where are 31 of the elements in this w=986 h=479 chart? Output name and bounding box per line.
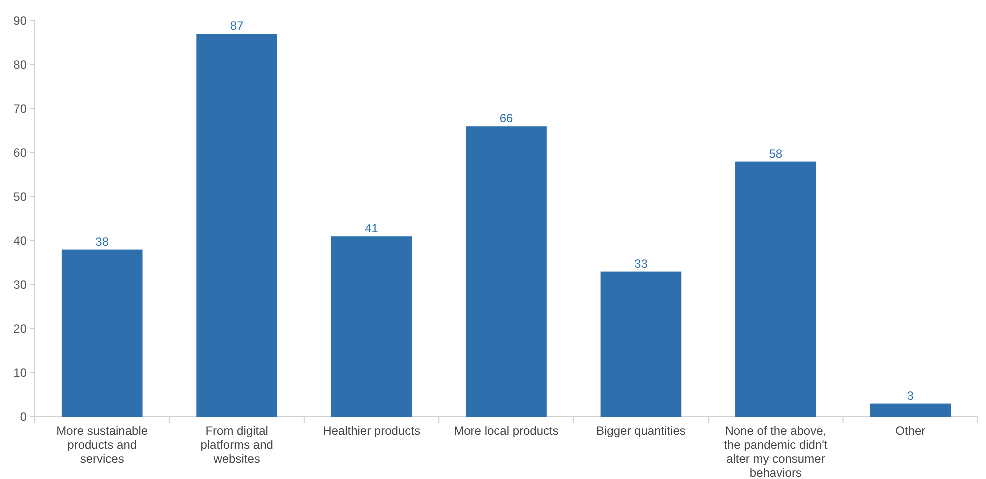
x-tick-label: None of the above, the pandemic didn't alter my consumer behaviors (724, 424, 828, 479)
y-tick-label: 40 (14, 234, 28, 248)
bar (600, 272, 682, 417)
y-tick-label: 10 (14, 366, 28, 380)
data-label: 41 (365, 222, 379, 236)
bar (331, 236, 412, 417)
y-tick-label: 30 (14, 278, 28, 292)
data-label: 33 (634, 256, 648, 271)
bar (62, 250, 143, 417)
data-label: 58 (769, 146, 783, 161)
x-tick-label: More sustainable products and services (56, 424, 148, 466)
x-tick-label: Healthier products (323, 424, 420, 438)
x-tick-label: Other (896, 424, 926, 438)
bar (736, 162, 816, 417)
x-tick-label: From digital platforms and websites (200, 424, 274, 466)
bar (466, 126, 547, 417)
y-tick-label: 70 (14, 102, 28, 116)
y-tick-label: 20 (14, 322, 28, 336)
bar (196, 34, 278, 417)
y-tick-label: 80 (14, 58, 28, 72)
data-label: 66 (500, 112, 514, 126)
bar (870, 404, 952, 417)
data-label: 38 (96, 234, 110, 249)
data-label: 3 (907, 388, 914, 403)
x-tick-label: Bigger quantities (596, 424, 686, 438)
y-tick-label: 60 (14, 146, 28, 160)
y-tick-label: 90 (14, 14, 28, 28)
y-tick-label: 50 (14, 190, 28, 204)
data-label: 87 (230, 19, 244, 34)
y-tick-label: 0 (20, 410, 28, 424)
x-tick-label: More local products (454, 424, 559, 438)
